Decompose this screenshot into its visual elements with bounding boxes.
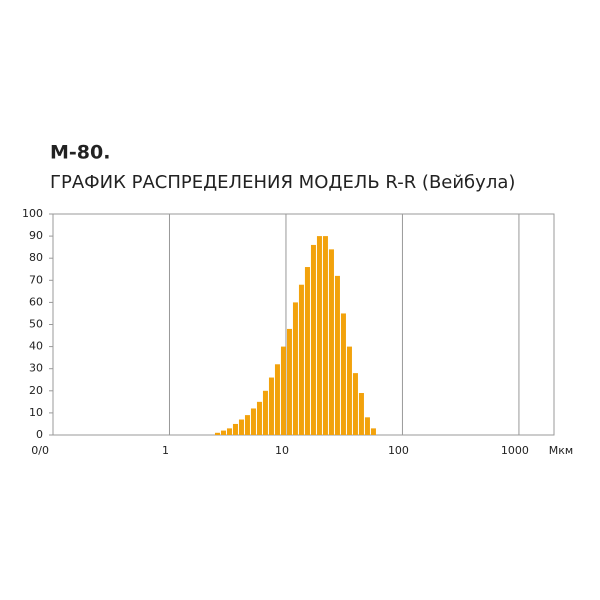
bar [250, 408, 256, 435]
x-tick-label: 100 [388, 444, 409, 457]
bar [280, 346, 286, 435]
bar [298, 284, 304, 435]
bar [304, 267, 310, 435]
bar [214, 432, 220, 435]
bar [274, 364, 280, 435]
y-tick-label: 10 [29, 406, 43, 419]
x-tick-label: 1 [162, 444, 169, 457]
y-tick-label: 70 [29, 273, 43, 286]
chart-subtitle: ГРАФИК РАСПРЕДЕЛЕНИЯ МОДЕЛЬ R-R (Вейбула… [50, 172, 515, 193]
x-axis-label: Мкм [549, 444, 573, 457]
bar [346, 346, 352, 435]
y-tick-label: 40 [29, 340, 43, 353]
bar [292, 302, 298, 435]
bar [256, 401, 262, 435]
y-tick-label: 30 [29, 362, 43, 375]
bar [232, 423, 238, 435]
y-tick-label: 90 [29, 229, 43, 242]
bar [286, 328, 292, 435]
bar [352, 373, 358, 435]
y-tick-label: 80 [29, 251, 43, 264]
bar [238, 419, 244, 435]
bar [358, 393, 364, 435]
y-tick-label: 100 [22, 207, 43, 220]
bar [370, 428, 376, 435]
bar [220, 430, 226, 435]
x-tick-label: 0/0 [31, 444, 49, 457]
y-tick-label: 0 [36, 428, 43, 441]
bar [322, 236, 328, 435]
x-tick-label: 10 [275, 444, 289, 457]
bar [340, 313, 346, 435]
chart-title: М-80. [50, 142, 110, 164]
bar [244, 415, 250, 435]
bar [364, 417, 370, 435]
bar [310, 244, 316, 435]
bar [334, 275, 340, 435]
bar [316, 236, 322, 435]
y-tick-label: 50 [29, 318, 43, 331]
bar [226, 428, 232, 435]
y-tick-label: 60 [29, 295, 43, 308]
x-tick-label: 1000 [501, 444, 529, 457]
bar [328, 249, 334, 435]
y-tick-label: 20 [29, 384, 43, 397]
bar [268, 377, 274, 435]
bar [262, 390, 268, 435]
